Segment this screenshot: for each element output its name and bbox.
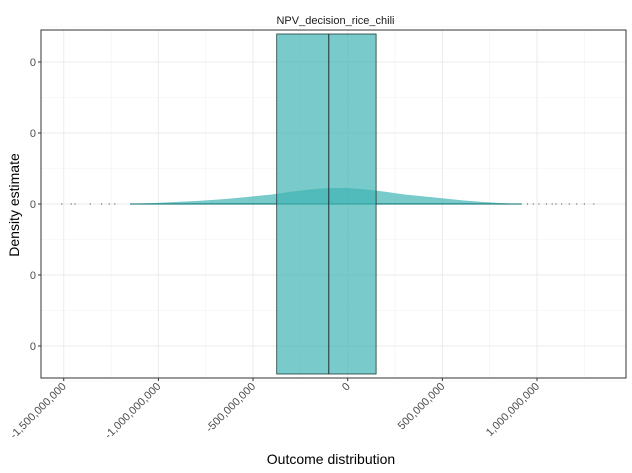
x-axis-title: Outcome distribution <box>267 451 395 467</box>
outlier-point <box>114 203 116 205</box>
x-tick-label: -1,500,000,000 <box>8 381 69 442</box>
plot-panel <box>40 26 627 382</box>
x-tick-label: 500,000,000 <box>396 381 448 433</box>
outlier-point <box>108 203 110 205</box>
outlier-point <box>526 203 529 205</box>
x-tick-label: 1,000,000,000 <box>484 381 542 439</box>
outlier-point <box>89 203 91 205</box>
outlier-point <box>551 203 553 205</box>
x-tick-label: -1,000,000,000 <box>103 381 164 442</box>
outlier-point <box>538 203 540 205</box>
outlier-point <box>583 203 585 205</box>
outlier-point <box>74 203 76 205</box>
y-axis-title: Density estimate <box>6 153 22 257</box>
y-tick-label: 0 <box>30 128 36 140</box>
outlier-point <box>532 203 534 205</box>
y-tick-label: 0 <box>30 341 36 353</box>
outlier-point <box>561 203 563 205</box>
x-tick-label: 0 <box>340 381 353 394</box>
outlier-point <box>568 203 570 205</box>
y-axis: 0 0 0 0 0 <box>30 57 41 353</box>
y-tick-label: 0 <box>30 57 36 69</box>
chart-title: NPV_decision_rice_chili <box>276 15 394 27</box>
outlier-point <box>593 203 595 205</box>
y-tick-label: 0 <box>30 199 36 211</box>
x-tick-label: -500,000,000 <box>204 381 258 435</box>
outlier-point <box>100 203 103 205</box>
outlier-point <box>70 203 72 205</box>
boxplot-box <box>276 33 377 375</box>
outlier-point <box>576 203 578 205</box>
outlier-point <box>61 203 63 205</box>
x-axis: -1,500,000,000 -1,000,000,000 -500,000,000… <box>8 378 542 441</box>
y-tick-label: 0 <box>30 270 36 282</box>
outlier-point <box>555 203 557 205</box>
outlier-point <box>545 203 548 205</box>
